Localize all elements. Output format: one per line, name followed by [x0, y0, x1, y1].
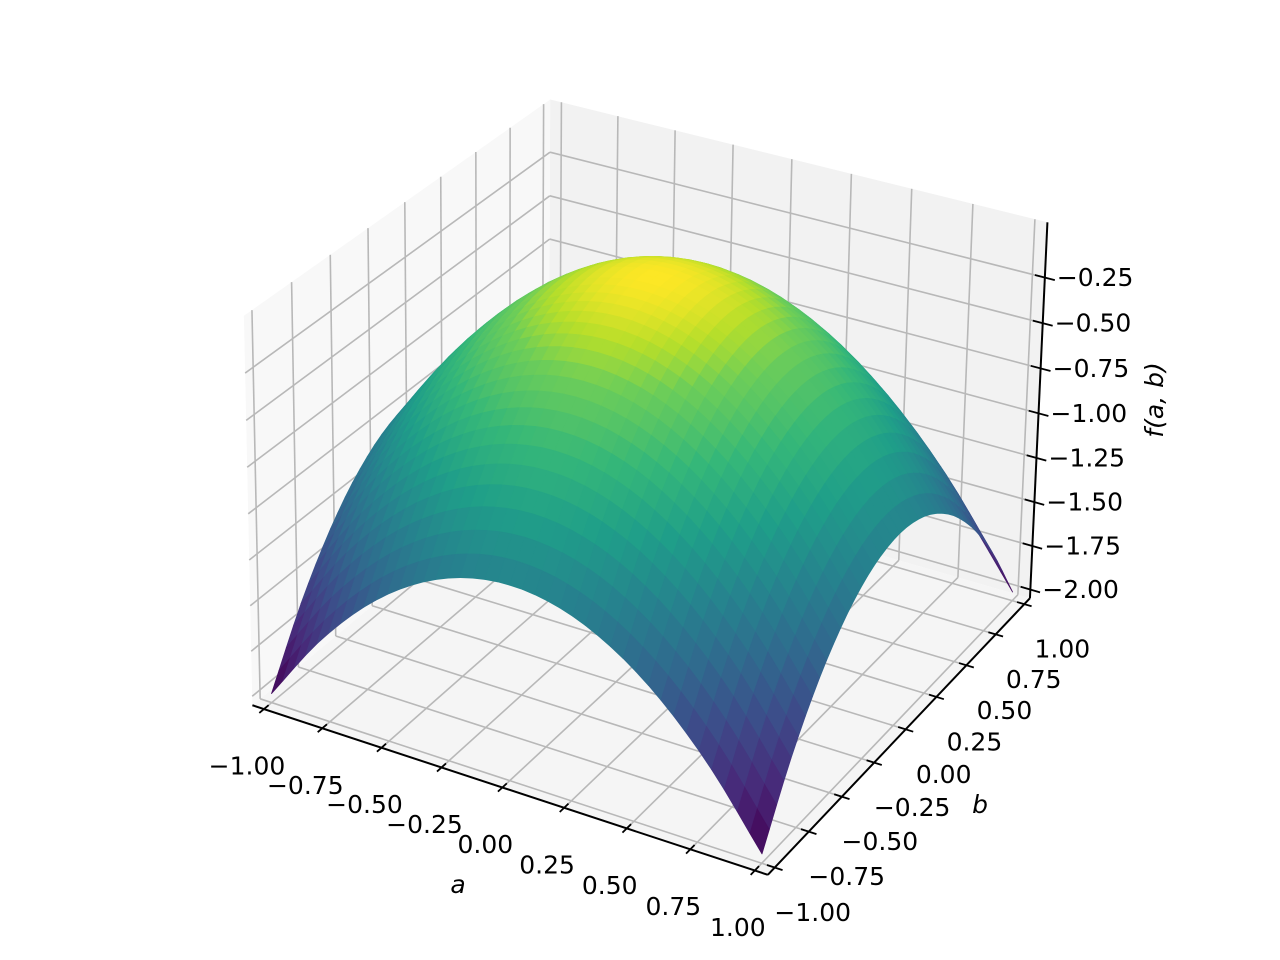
- z-tick-mark: [1022, 542, 1043, 550]
- z-tick-label: −0.75: [1053, 354, 1130, 383]
- z-tick-mark: [1032, 319, 1053, 327]
- back-grid-line-z: [549, 151, 1046, 279]
- b-tick-label: −1.00: [774, 898, 851, 927]
- b-tick-mark: [988, 631, 1004, 638]
- b-tick-mark: [833, 793, 850, 800]
- b-tick-label: 0.75: [1006, 665, 1062, 694]
- z-tick-mark: [1028, 409, 1049, 417]
- left-grid-line-b: [251, 310, 261, 699]
- b-tick-mark: [766, 864, 783, 871]
- back-grid-line-a: [1017, 219, 1036, 595]
- x-axis-title: a: [450, 870, 465, 899]
- surface: [271, 256, 1013, 855]
- z-axis-title: f(a, b): [1140, 362, 1169, 437]
- b-tick-label: 1.00: [1034, 635, 1090, 664]
- z-tick-label: −1.50: [1046, 488, 1123, 517]
- a-tick-label: −0.50: [326, 790, 403, 819]
- b-tick-mark: [1016, 601, 1032, 608]
- back-grid-line-z: [549, 195, 1043, 324]
- z-axis-line: [1028, 222, 1049, 599]
- z-tick-label: −1.25: [1048, 443, 1125, 472]
- a-tick-mark: [317, 723, 328, 733]
- a-tick-label: −0.25: [386, 810, 463, 839]
- z-tick-mark: [1030, 364, 1051, 372]
- z-tick-label: −2.00: [1042, 575, 1119, 604]
- a-axis-line: [252, 704, 769, 876]
- a-tick-mark: [559, 802, 570, 813]
- left-grid-line-b: [290, 282, 300, 668]
- b-tick-label: 0.00: [916, 760, 972, 789]
- surface-patch: [723, 764, 745, 812]
- b-tick-mark: [928, 693, 945, 701]
- floor-grid-line-b: [298, 666, 809, 833]
- a-tick-label: −1.00: [209, 752, 286, 781]
- tick-labels: −1.00−0.75−0.50−0.250.000.250.500.751.00…: [209, 263, 1134, 942]
- z-tick-label: −0.50: [1055, 309, 1132, 338]
- floor-grid-line-b: [259, 698, 775, 869]
- b-tick-label: −0.75: [808, 862, 885, 891]
- a-tick-label: 0.00: [458, 830, 514, 859]
- a-tick-label: 0.50: [582, 871, 638, 900]
- left-grid-line-z: [245, 195, 551, 422]
- b-axis-line: [767, 597, 1031, 876]
- b-tick-mark: [800, 828, 817, 836]
- a-tick-label: 0.75: [645, 892, 701, 921]
- z-tick-label: −1.00: [1051, 399, 1128, 428]
- z-tick-label: −1.75: [1044, 531, 1121, 560]
- a-tick-mark: [621, 823, 632, 834]
- b-tick-label: 0.50: [977, 696, 1033, 725]
- left-grid-line-z: [244, 151, 551, 374]
- a-tick-mark: [258, 704, 270, 714]
- z-tick-mark: [1026, 454, 1047, 462]
- a-tick-label: −0.75: [267, 771, 344, 800]
- b-tick-mark: [958, 662, 975, 669]
- a-tick-mark: [497, 782, 508, 793]
- a-tick-label: 0.25: [519, 850, 575, 879]
- a-tick-mark: [749, 865, 760, 876]
- b-tick-mark: [866, 759, 883, 766]
- floor-grid-line-a: [754, 594, 1019, 872]
- a-tick-mark: [376, 743, 387, 753]
- a-tick-mark: [436, 762, 447, 773]
- z-tick-mark: [1020, 585, 1041, 594]
- z-tick-mark: [1034, 274, 1056, 281]
- axis-lines: [252, 222, 1056, 876]
- a-tick-mark: [685, 844, 696, 855]
- b-tick-label: −0.25: [874, 793, 951, 822]
- a-tick-label: 1.00: [710, 913, 766, 942]
- y-axis-title: b: [972, 790, 988, 819]
- b-tick-label: −0.50: [842, 827, 919, 856]
- z-tick-label: −0.25: [1057, 263, 1134, 292]
- z-tick-mark: [1024, 498, 1045, 506]
- b-tick-mark: [897, 726, 914, 733]
- b-tick-label: 0.25: [947, 727, 1003, 756]
- left-grid-line-z: [246, 238, 551, 468]
